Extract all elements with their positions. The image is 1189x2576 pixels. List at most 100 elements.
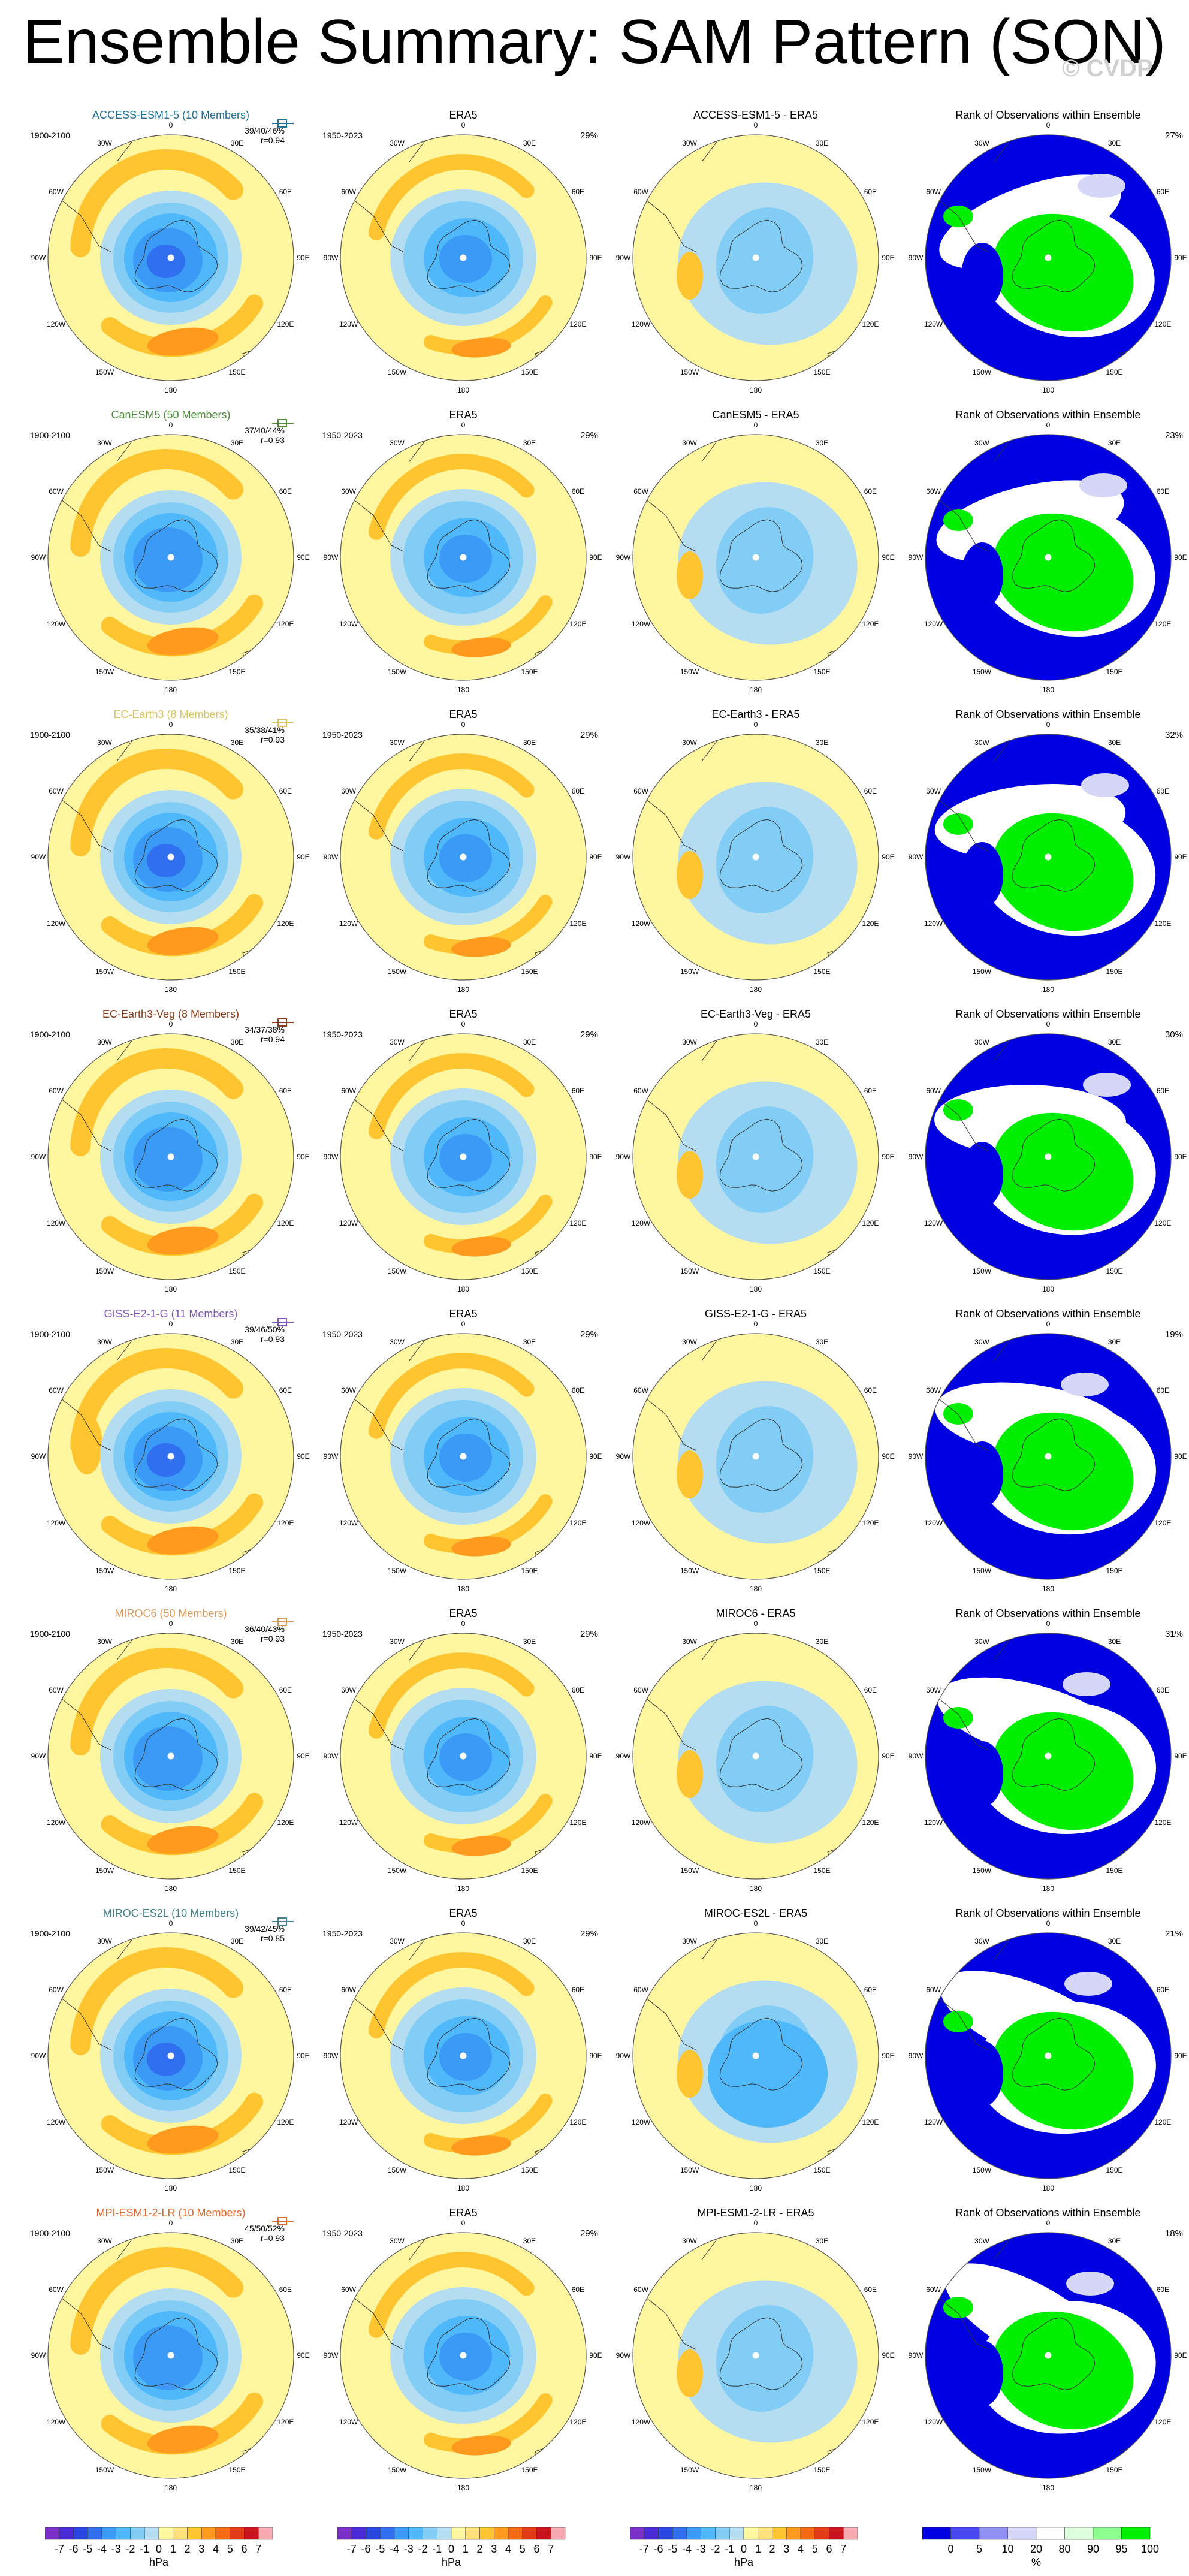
lon-tick-label: 90W bbox=[908, 254, 924, 262]
lon-tick-label: 120E bbox=[277, 319, 294, 328]
lon-tick-label: 90E bbox=[1174, 2351, 1187, 2360]
lon-tick-label: 90E bbox=[589, 1452, 602, 1461]
lon-tick-label: 150W bbox=[680, 1267, 699, 1276]
lon-tick-label: 90E bbox=[1174, 1752, 1187, 1760]
colorbar-tick-label: -5 bbox=[375, 2543, 385, 2555]
lon-tick-label: 30E bbox=[230, 2236, 244, 2245]
lon-tick-label: 30W bbox=[97, 438, 112, 447]
pattern-correlation: r=0.93 bbox=[260, 735, 285, 744]
lon-tick-label: 150W bbox=[680, 368, 699, 377]
colorbar-swatch bbox=[59, 2527, 74, 2540]
diff-panel-title: MPI-ESM1-2-LR - ERA5 bbox=[697, 2207, 814, 2219]
lon-tick-label: 150E bbox=[228, 967, 246, 976]
era5-panel-title: ERA5 bbox=[449, 409, 478, 421]
lon-tick-label: 90E bbox=[882, 1153, 895, 1161]
lon-tick-label: 120W bbox=[924, 2117, 943, 2126]
lon-tick-label: 0 bbox=[168, 121, 173, 129]
lon-tick-label: 180 bbox=[1042, 386, 1055, 394]
colorbar-tick-label: 3 bbox=[783, 2543, 790, 2555]
lon-tick-label: 30W bbox=[390, 1637, 405, 1646]
lon-tick-label: 120W bbox=[631, 319, 651, 328]
lon-tick-label: 60E bbox=[864, 1086, 877, 1095]
colorbar-tick-label: 4 bbox=[505, 2543, 511, 2555]
lon-tick-label: 180 bbox=[749, 686, 762, 694]
lon-tick-label: 150E bbox=[813, 1267, 831, 1276]
rank-panel-title: Rank of Observations within Ensemble bbox=[955, 1907, 1141, 1919]
lon-tick-label: 60E bbox=[1156, 786, 1170, 795]
lon-tick-label: 30W bbox=[682, 738, 697, 747]
colorbar-swatch bbox=[814, 2527, 829, 2540]
diff-panel-title: MIROC-ES2L - ERA5 bbox=[704, 1907, 808, 1919]
rank-map bbox=[925, 734, 1172, 981]
lon-tick-label: 30E bbox=[1107, 738, 1121, 747]
lon-tick-label: 90E bbox=[589, 853, 602, 861]
pct-variance: 39/42/45% bbox=[245, 1924, 285, 1933]
colorbar-swatch bbox=[201, 2527, 216, 2540]
lon-tick-label: 60E bbox=[571, 487, 585, 496]
lon-tick-label: 0 bbox=[461, 1919, 466, 1928]
lon-tick-label: 120E bbox=[1154, 2417, 1172, 2426]
lon-tick-label: 90E bbox=[1174, 1153, 1187, 1161]
colorbar-tick-label: -2 bbox=[710, 2543, 720, 2555]
rank-map bbox=[925, 434, 1172, 681]
colorbar-tick-label: 5 bbox=[976, 2543, 982, 2555]
colorbar-tick-label: -5 bbox=[668, 2543, 678, 2555]
lon-tick-label: 150W bbox=[95, 368, 114, 377]
lon-tick-label: 30W bbox=[682, 438, 697, 447]
rank-map bbox=[925, 1033, 1172, 1280]
period-label: 1900-2100 bbox=[30, 430, 70, 440]
lon-tick-label: 30E bbox=[1107, 1037, 1121, 1046]
lon-tick-label: 0 bbox=[1046, 1619, 1051, 1628]
lon-tick-label: 120E bbox=[862, 1818, 879, 1827]
lon-tick-label: 60W bbox=[926, 1985, 941, 1994]
lon-tick-label: 0 bbox=[753, 1919, 758, 1928]
lon-tick-label: 30W bbox=[974, 1337, 989, 1346]
lon-tick-label: 120W bbox=[339, 619, 358, 628]
lon-tick-label: 90E bbox=[882, 853, 895, 861]
era5-map bbox=[340, 1033, 587, 1280]
lon-tick-label: 180 bbox=[1042, 2484, 1055, 2492]
lon-tick-label: 180 bbox=[749, 2484, 762, 2492]
spread-whisker-icon bbox=[272, 419, 294, 427]
era5-pct: 29% bbox=[580, 730, 598, 740]
lon-tick-label: 180 bbox=[749, 1884, 762, 1893]
era5-map bbox=[340, 134, 587, 381]
lon-tick-label: 30E bbox=[1107, 1337, 1121, 1346]
colorbar-swatch bbox=[394, 2527, 409, 2540]
spread-whisker-icon bbox=[272, 2217, 294, 2225]
colorbar-swatch bbox=[729, 2527, 744, 2540]
lon-tick-label: 150E bbox=[813, 967, 831, 976]
lon-tick-label: 90W bbox=[908, 1452, 924, 1461]
colorbar-tick-label: -5 bbox=[83, 2543, 93, 2555]
pct-variance: 39/46/50% bbox=[245, 1325, 285, 1334]
lon-tick-label: 150W bbox=[972, 2466, 992, 2475]
lon-tick-label: 60W bbox=[633, 2285, 648, 2294]
lon-tick-label: 120W bbox=[46, 2117, 66, 2126]
colorbar-tick-label: 7 bbox=[548, 2543, 554, 2555]
model-stats: 34/37/38% r=0.94 bbox=[219, 1025, 285, 1044]
lon-tick-label: 60E bbox=[864, 1685, 877, 1694]
lon-tick-label: 180 bbox=[164, 686, 177, 694]
pattern-correlation: r=0.93 bbox=[260, 1334, 285, 1344]
rank-panel-title: Rank of Observations within Ensemble bbox=[955, 1308, 1141, 1320]
period-label: 1950-2023 bbox=[322, 131, 363, 140]
colorbar-tick-label: -2 bbox=[125, 2543, 135, 2555]
lon-tick-label: 90W bbox=[323, 1752, 339, 1760]
lon-tick-label: 60W bbox=[49, 1386, 64, 1395]
pattern-correlation: r=0.93 bbox=[260, 435, 285, 445]
lon-tick-label: 150E bbox=[228, 1866, 246, 1875]
pct-variance: 39/40/46% bbox=[245, 126, 285, 135]
lon-tick-label: 90W bbox=[908, 1752, 924, 1760]
lon-tick-label: 60E bbox=[279, 1086, 292, 1095]
colorbar-tick-label: -3 bbox=[403, 2543, 414, 2555]
pct-variance: 37/40/44% bbox=[245, 426, 285, 435]
lon-tick-label: 30W bbox=[97, 1936, 112, 1945]
lon-tick-label: 90E bbox=[1174, 254, 1187, 262]
lon-tick-label: 30E bbox=[523, 1337, 536, 1346]
lon-tick-label: 120E bbox=[569, 919, 587, 928]
rank-panel-title: Rank of Observations within Ensemble bbox=[955, 2207, 1141, 2219]
lon-tick-label: 30W bbox=[390, 2236, 405, 2245]
lon-tick-label: 60E bbox=[864, 1386, 877, 1395]
model-map bbox=[47, 134, 294, 381]
model-panel-title: MIROC-ES2L (10 Members) bbox=[102, 1907, 239, 1919]
